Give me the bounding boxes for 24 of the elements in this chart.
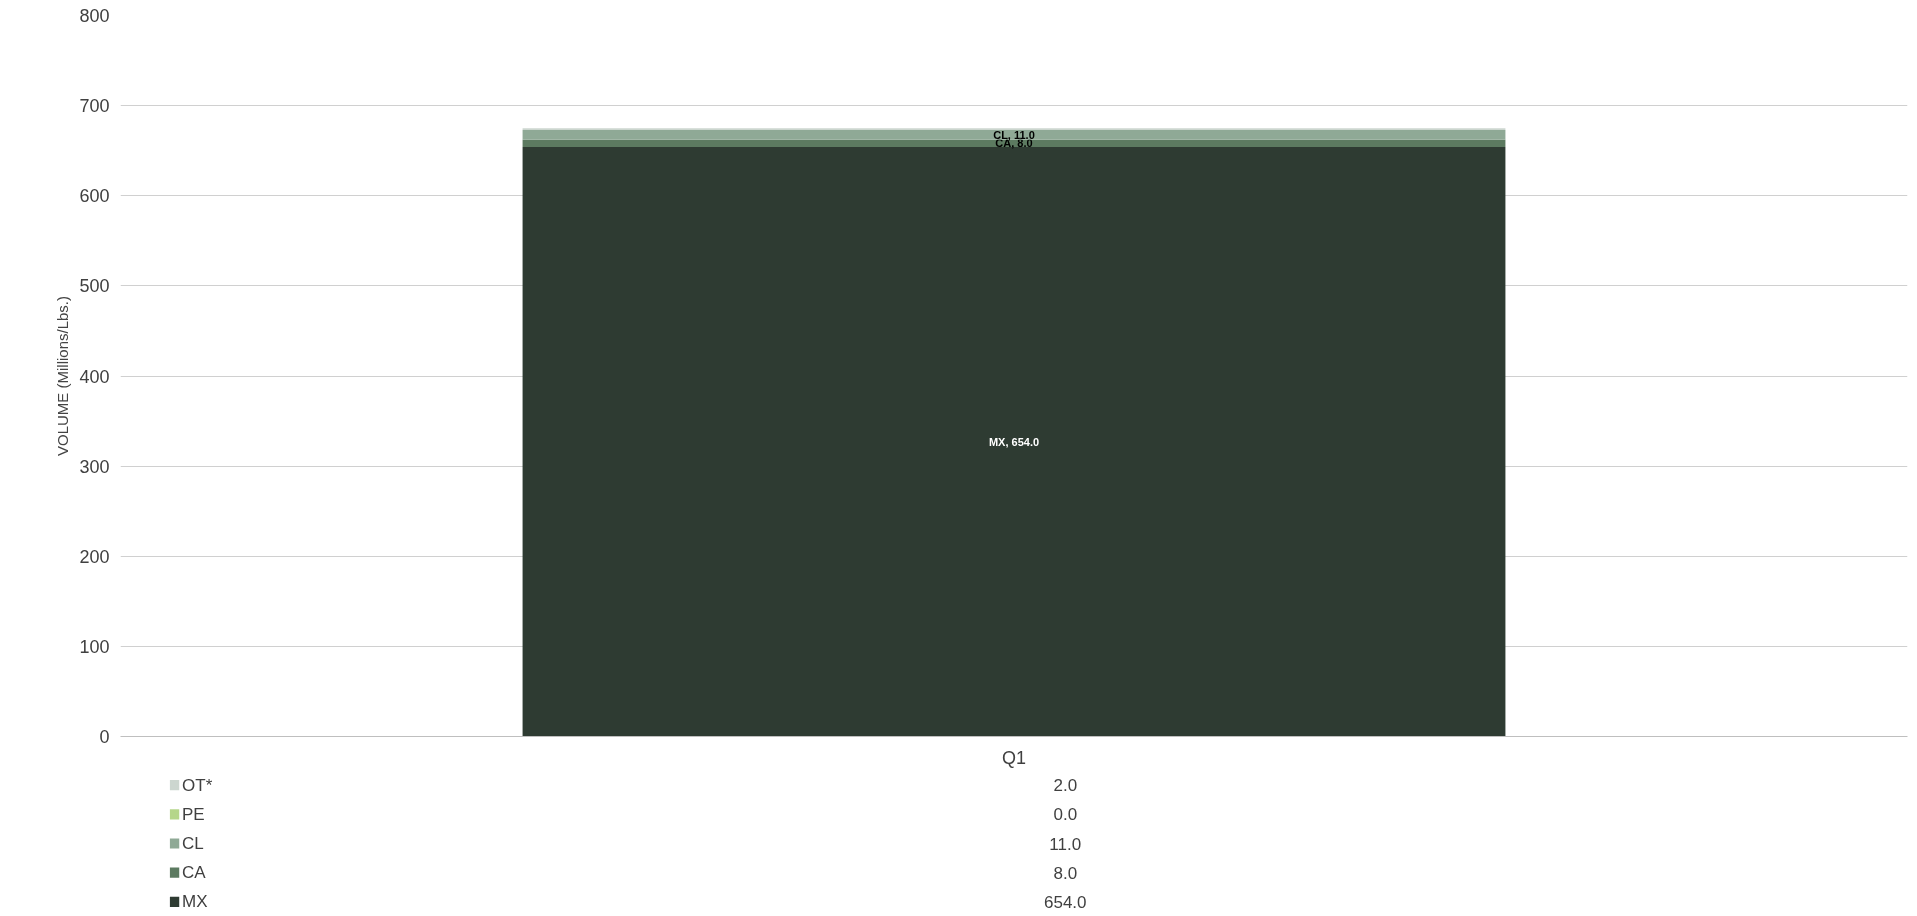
y-tick-label: 700 [79, 96, 110, 117]
text: 8.0 [1053, 863, 1078, 883]
bar [522, 139, 1506, 148]
text: 0.0 [1053, 805, 1078, 825]
y-tick-label: 100 [79, 636, 110, 657]
text: 11.0 [1049, 834, 1082, 854]
text: 654.0 [1044, 892, 1087, 912]
y-tick-label: 800 [79, 6, 110, 26]
legend-label: CA [182, 863, 207, 883]
legend-label: OT* [182, 775, 213, 795]
x-tick-label: Q1 [1001, 747, 1027, 768]
y-tick-label: 500 [79, 276, 110, 297]
y-tick-label: 300 [79, 456, 110, 477]
y-tick-label: 600 [79, 186, 110, 207]
y-tick-label: 400 [79, 366, 110, 387]
y-axis-title: VOLUME (Millions/Lbs.) [54, 295, 72, 457]
legend-label: MX [182, 892, 208, 912]
y-tick-label: 200 [79, 546, 110, 567]
data-label: MX, 654.0 [988, 435, 1040, 448]
legend-label: PE [182, 804, 205, 824]
text: 2.0 [1053, 776, 1078, 796]
bar [522, 129, 1506, 140]
legend-label: CL [182, 834, 204, 853]
y-tick-label: 0 [99, 727, 110, 747]
